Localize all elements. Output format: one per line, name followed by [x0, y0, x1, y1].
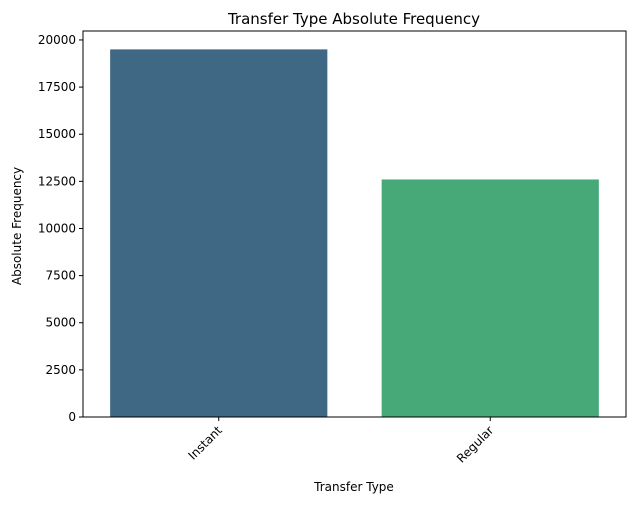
- y-tick-label: 15000: [38, 127, 76, 141]
- plot-frame: [82, 30, 627, 418]
- y-tick-label: 5000: [45, 316, 76, 330]
- plot-area: [82, 30, 627, 418]
- y-tick-label: 10000: [38, 221, 76, 235]
- y-tick-label: 17500: [38, 80, 76, 94]
- x-axis: Instant Regular: [185, 417, 496, 466]
- y-tick-label: 0: [68, 410, 76, 424]
- x-tick-label: Regular: [454, 423, 496, 465]
- x-axis-label: Transfer Type: [313, 480, 394, 494]
- bar-instant: [110, 49, 328, 417]
- y-tick-label: 2500: [45, 363, 76, 377]
- y-axis: 0 2500 5000 7500 10000 12500 15000 17500 20000: [38, 33, 83, 424]
- x-tick-label: Instant: [185, 423, 225, 463]
- y-axis-label: Absolute Frequency: [10, 167, 24, 285]
- bar-regular: [381, 179, 599, 417]
- y-tick-label: 12500: [38, 174, 76, 188]
- chart-title: Transfer Type Absolute Frequency: [227, 10, 480, 28]
- y-tick-label: 7500: [45, 269, 76, 283]
- y-tick-label: 20000: [38, 33, 76, 47]
